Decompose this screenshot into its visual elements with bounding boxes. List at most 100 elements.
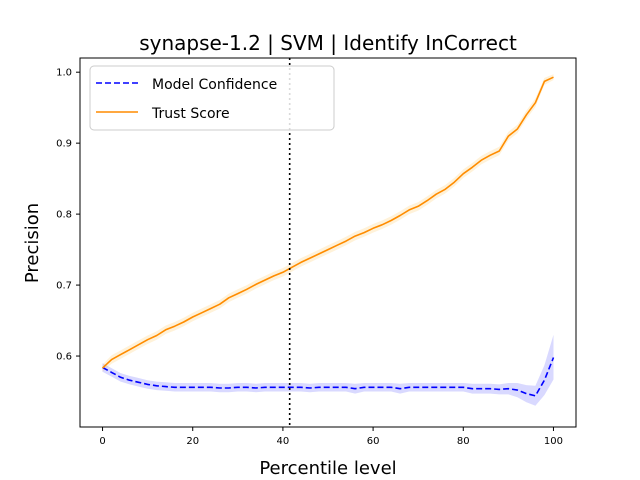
model-confidence-point [345,387,347,389]
trust-score-point [255,284,257,286]
legend-box [89,65,335,131]
series-lines [101,76,555,397]
model-confidence-point [219,387,221,389]
model-confidence-point [481,388,483,390]
model-confidence-point [138,382,140,384]
trust-score-point [120,354,122,356]
trust-score-point [481,159,483,161]
trust-score-point [102,367,104,369]
trust-score-point [246,289,248,291]
model-confidence-point [291,387,293,389]
y-axis-ticks: 0.6 0.7 0.8 0.9 1.0 [56,68,80,363]
trust-score-point [490,154,492,156]
trust-score-point [454,181,456,183]
model-confidence-point [165,386,167,388]
model-confidence-point [390,387,392,389]
model-confidence-point [535,395,537,397]
model-confidence-point [246,387,248,389]
model-confidence-line [102,357,555,397]
model-confidence-point [435,387,437,389]
model-confidence-point [309,387,311,389]
model-confidence-point [273,387,275,389]
trust-score-point [499,150,501,152]
trust-score-point [165,329,167,331]
model-confidence-point [210,387,212,389]
model-confidence-point [300,387,302,389]
plot-frame [79,57,577,428]
trust-score-point [535,102,537,104]
model-confidence-point [363,387,365,389]
model-confidence-point [174,387,176,389]
model-confidence-point [399,388,401,390]
y-tick-label: 0.8 [56,210,72,221]
trust-score-point [363,232,365,234]
model-confidence-point [156,385,158,387]
trust-score-point [345,240,347,242]
model-confidence-point [228,387,230,389]
trust-score-point [435,193,437,195]
trust-score-point [336,245,338,247]
trust-score-point [544,81,546,83]
model-confidence-point [381,387,383,389]
model-confidence-point [463,387,465,389]
legend-label-model-confidence: Model Confidence [152,77,277,93]
model-confidence-point [454,387,456,389]
trust-score-point [381,224,383,226]
trust-score-point [210,308,212,310]
model-confidence-point [517,389,519,391]
trust-score-point [354,235,356,237]
model-confidence-point [237,387,239,389]
model-confidence-point [183,387,185,389]
trust-score-point [553,76,555,78]
trust-score-point [219,303,221,305]
x-axis-ticks: 0 20 40 60 80 100 [99,427,563,447]
trust-score-point [201,312,203,314]
y-axis-label: Precision [22,203,43,283]
trust-score-point [444,189,446,191]
model-confidence-point [354,388,356,390]
trust-score-point [129,349,131,351]
model-confidence-point [553,357,555,359]
model-confidence-point [499,389,501,391]
model-confidence-point [282,387,284,389]
x-axis-label: Percentile level [259,458,396,479]
trust-score-point [156,335,158,337]
x-tick-label: 100 [544,436,563,447]
model-confidence-point [417,387,419,389]
trust-score-point [138,344,140,346]
trust-score-point [327,249,329,251]
trust-score-point [174,325,176,327]
trust-score-point [228,297,230,299]
trust-score-point [282,272,284,274]
trust-score-point [300,262,302,264]
trust-score-point [318,253,320,255]
x-tick-label: 20 [186,436,199,447]
model-confidence-point [327,387,329,389]
trust-score-point [237,293,239,295]
trust-score-point [390,220,392,222]
trust-score-point [192,316,194,318]
trust-score-point [508,135,510,137]
trust-score-point [463,173,465,175]
trust-score-point [111,359,113,361]
model-confidence-point [408,387,410,389]
trust-score-band [102,74,554,372]
model-confidence-point [264,387,266,389]
y-tick-label: 0.6 [56,352,72,363]
model-confidence-point [192,387,194,389]
model-confidence-point [318,387,320,389]
x-tick-label: 60 [367,436,380,447]
x-tick-label: 40 [277,436,290,447]
model-confidence-point [120,377,122,379]
trust-score-point [399,215,401,217]
model-confidence-point [426,387,428,389]
model-confidence-point [147,384,149,386]
legend-label-trust-score: Trust Score [151,106,230,122]
y-tick-label: 1.0 [56,68,72,79]
trust-score-point [472,167,474,169]
model-confidence-point [372,387,374,389]
trust-score-point [526,114,528,116]
trust-score-line [101,76,554,369]
trust-score-point [372,228,374,230]
